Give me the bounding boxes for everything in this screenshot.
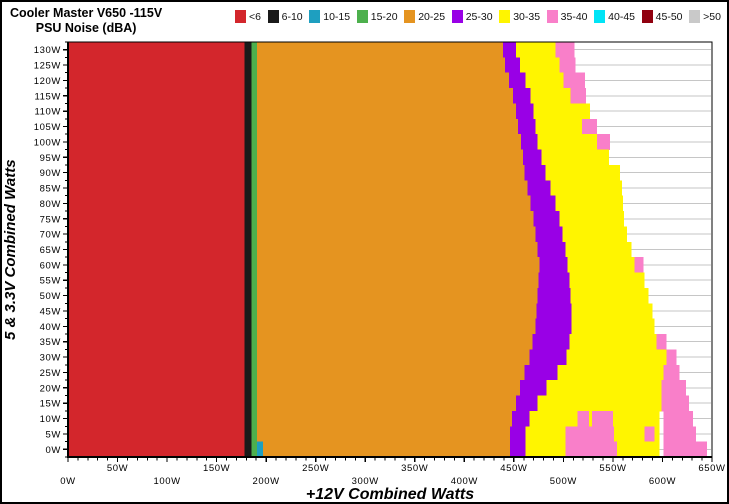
legend-label: 30-35 [513, 10, 541, 23]
legend-label: 15-20 [370, 10, 398, 23]
legend-item: 25-30 [451, 10, 493, 23]
legend-color-chip [499, 10, 511, 23]
svg-text:20W: 20W [40, 383, 61, 394]
svg-text:10W: 10W [40, 414, 61, 425]
svg-text:55W: 55W [40, 276, 61, 287]
chart-title-line2: PSU Noise (dBA) [35, 21, 137, 35]
legend-item: 15-20 [356, 10, 398, 23]
svg-text:130W: 130W [34, 45, 61, 56]
svg-text:85W: 85W [40, 184, 61, 195]
legend-color-chip [594, 10, 606, 23]
legend-color-chip [641, 10, 653, 23]
legend-item: <6 [235, 10, 261, 23]
svg-text:70W: 70W [40, 230, 61, 241]
legend-color-chip [235, 10, 246, 23]
svg-text:600W: 600W [649, 476, 676, 487]
svg-text:90W: 90W [40, 168, 61, 179]
chart-title-line1: Cooler Master V650 -115V [10, 6, 163, 20]
legend: <6 6-10 10-15 15-20 20-25 25-30 30-35 35-40 40-4… [235, 10, 721, 23]
legend-label: 25-30 [465, 10, 493, 23]
svg-text:200W: 200W [253, 476, 280, 487]
legend-item: 6-10 [267, 10, 303, 23]
svg-text:105W: 105W [34, 122, 61, 133]
svg-text:35W: 35W [40, 337, 61, 348]
svg-text:100W: 100W [34, 137, 61, 148]
legend-label: 6-10 [281, 10, 303, 23]
y-axis-title: 5 & 3.3V Combined Watts [2, 159, 19, 340]
svg-text:65W: 65W [40, 245, 61, 256]
svg-text:60W: 60W [40, 260, 61, 271]
legend-color-chip [451, 10, 463, 23]
legend-item: 35-40 [546, 10, 588, 23]
svg-text:400W: 400W [451, 476, 478, 487]
svg-text:95W: 95W [40, 153, 61, 164]
svg-text:5W: 5W [46, 429, 61, 440]
svg-text:50W: 50W [40, 291, 61, 302]
legend-label: <6 [249, 10, 261, 23]
svg-text:50W: 50W [107, 463, 128, 474]
legend-color-chip [309, 10, 321, 23]
legend-item: 30-35 [499, 10, 540, 23]
legend-item: 45-50 [641, 10, 683, 23]
legend-item: 20-25 [404, 10, 445, 23]
legend-item: 40-45 [594, 10, 635, 23]
legend-item: 10-15 [309, 10, 350, 23]
svg-text:100W: 100W [153, 476, 180, 487]
legend-label: 45-50 [655, 10, 683, 23]
legend-item: >50 [689, 10, 721, 23]
legend-color-chip [404, 10, 416, 23]
svg-text:75W: 75W [40, 214, 61, 225]
chart-title: Cooler Master V650 -115V PSU Noise (dBA) [10, 6, 162, 36]
svg-text:15W: 15W [40, 399, 61, 410]
svg-text:300W: 300W [352, 476, 379, 487]
svg-text:350W: 350W [401, 463, 428, 474]
svg-text:150W: 150W [203, 463, 230, 474]
legend-label: 40-45 [608, 10, 636, 23]
legend-color-chip [267, 10, 279, 23]
legend-label: 20-25 [418, 10, 446, 23]
svg-text:40W: 40W [40, 322, 61, 333]
legend-color-chip [546, 10, 558, 23]
legend-color-chip [689, 10, 701, 23]
svg-text:80W: 80W [40, 199, 61, 210]
svg-text:45W: 45W [40, 306, 61, 317]
legend-label: 10-15 [323, 10, 351, 23]
x-axis-title: +12V Combined Watts [305, 486, 475, 503]
svg-text:500W: 500W [550, 476, 577, 487]
svg-text:250W: 250W [302, 463, 329, 474]
svg-text:0W: 0W [46, 445, 61, 456]
svg-text:450W: 450W [500, 463, 527, 474]
svg-text:650W: 650W [698, 463, 725, 474]
legend-label: 35-40 [560, 10, 588, 23]
svg-text:120W: 120W [34, 76, 61, 87]
svg-text:550W: 550W [599, 463, 626, 474]
svg-text:115W: 115W [34, 91, 61, 102]
svg-text:125W: 125W [34, 61, 61, 72]
svg-text:110W: 110W [34, 107, 61, 118]
svg-text:30W: 30W [40, 353, 61, 364]
svg-text:0W: 0W [60, 476, 75, 487]
legend-label: >50 [703, 10, 721, 23]
legend-color-chip [356, 10, 368, 23]
svg-text:25W: 25W [40, 368, 61, 379]
